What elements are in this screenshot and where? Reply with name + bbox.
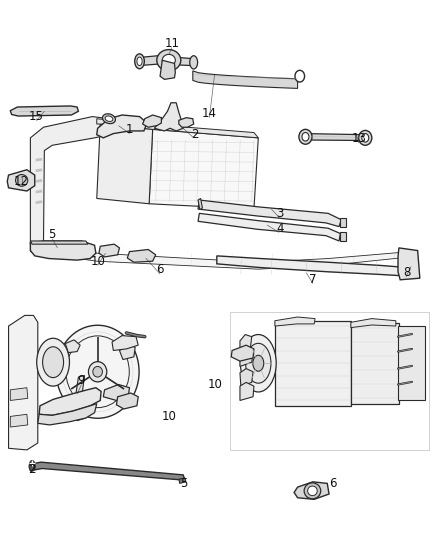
Polygon shape <box>149 130 258 209</box>
Ellipse shape <box>102 114 116 124</box>
Polygon shape <box>30 241 96 260</box>
Polygon shape <box>30 245 410 269</box>
Ellipse shape <box>304 483 321 499</box>
Polygon shape <box>198 198 202 209</box>
Polygon shape <box>179 118 194 127</box>
Ellipse shape <box>362 134 369 142</box>
Ellipse shape <box>88 362 107 382</box>
Text: 14: 14 <box>202 107 217 120</box>
Polygon shape <box>240 349 253 367</box>
Ellipse shape <box>29 462 35 471</box>
Polygon shape <box>39 387 101 415</box>
Bar <box>398 326 425 400</box>
Polygon shape <box>143 115 161 127</box>
Polygon shape <box>30 117 111 245</box>
Polygon shape <box>103 384 130 400</box>
Ellipse shape <box>37 338 70 386</box>
Polygon shape <box>97 124 152 204</box>
Polygon shape <box>30 462 185 480</box>
Ellipse shape <box>253 356 264 371</box>
Polygon shape <box>240 335 252 351</box>
Ellipse shape <box>190 56 198 69</box>
Text: 2: 2 <box>28 463 36 476</box>
Text: 3: 3 <box>276 207 284 220</box>
Ellipse shape <box>56 325 139 418</box>
Ellipse shape <box>135 54 145 69</box>
Polygon shape <box>11 414 28 427</box>
Text: 7: 7 <box>309 273 317 286</box>
Ellipse shape <box>307 486 317 496</box>
Text: 10: 10 <box>90 255 105 268</box>
Polygon shape <box>398 248 420 280</box>
Text: 5: 5 <box>180 477 188 490</box>
Text: 4: 4 <box>276 222 284 235</box>
Text: 6: 6 <box>329 477 336 490</box>
Text: 10: 10 <box>161 410 176 423</box>
Ellipse shape <box>162 54 175 66</box>
Ellipse shape <box>105 116 113 122</box>
Polygon shape <box>154 103 183 131</box>
Polygon shape <box>275 317 315 326</box>
Ellipse shape <box>302 133 309 141</box>
Polygon shape <box>38 403 97 425</box>
Polygon shape <box>11 387 28 400</box>
Polygon shape <box>217 256 408 276</box>
Text: 6: 6 <box>156 263 164 276</box>
Polygon shape <box>193 71 297 88</box>
Polygon shape <box>117 393 138 409</box>
Bar <box>275 321 351 406</box>
Polygon shape <box>306 134 363 141</box>
Text: 2: 2 <box>191 128 199 141</box>
Text: 9: 9 <box>78 374 85 387</box>
Polygon shape <box>179 478 186 483</box>
Text: 5: 5 <box>49 228 56 241</box>
Polygon shape <box>74 398 86 421</box>
Ellipse shape <box>30 461 34 466</box>
Text: 1: 1 <box>126 123 133 136</box>
Ellipse shape <box>15 174 28 186</box>
Ellipse shape <box>157 50 181 71</box>
Ellipse shape <box>295 70 304 82</box>
Polygon shape <box>112 336 138 351</box>
Ellipse shape <box>359 131 372 146</box>
Text: 8: 8 <box>403 266 410 279</box>
Text: 13: 13 <box>352 132 367 146</box>
Polygon shape <box>240 368 253 386</box>
Ellipse shape <box>42 347 64 377</box>
Text: 10: 10 <box>207 378 222 391</box>
Polygon shape <box>120 345 135 360</box>
Polygon shape <box>166 56 193 66</box>
Polygon shape <box>97 119 258 138</box>
Polygon shape <box>240 382 254 400</box>
Polygon shape <box>97 115 147 138</box>
Polygon shape <box>65 340 80 353</box>
Polygon shape <box>75 375 85 400</box>
Text: 11: 11 <box>164 37 179 50</box>
Polygon shape <box>7 169 35 191</box>
Text: 15: 15 <box>29 110 44 123</box>
Polygon shape <box>340 217 346 227</box>
Ellipse shape <box>246 343 271 383</box>
Polygon shape <box>294 482 329 499</box>
Bar <box>351 323 399 403</box>
Polygon shape <box>160 60 175 79</box>
Ellipse shape <box>93 367 102 377</box>
Ellipse shape <box>299 130 312 144</box>
Polygon shape <box>198 200 341 227</box>
Ellipse shape <box>240 335 276 392</box>
Polygon shape <box>138 55 166 66</box>
Polygon shape <box>231 345 254 361</box>
Polygon shape <box>30 241 88 244</box>
Polygon shape <box>11 106 78 116</box>
Polygon shape <box>340 232 346 241</box>
Ellipse shape <box>137 57 142 66</box>
Polygon shape <box>99 244 120 257</box>
Polygon shape <box>351 319 396 328</box>
Polygon shape <box>198 213 340 241</box>
Polygon shape <box>127 249 155 262</box>
Text: 12: 12 <box>14 175 29 188</box>
Polygon shape <box>9 316 38 450</box>
